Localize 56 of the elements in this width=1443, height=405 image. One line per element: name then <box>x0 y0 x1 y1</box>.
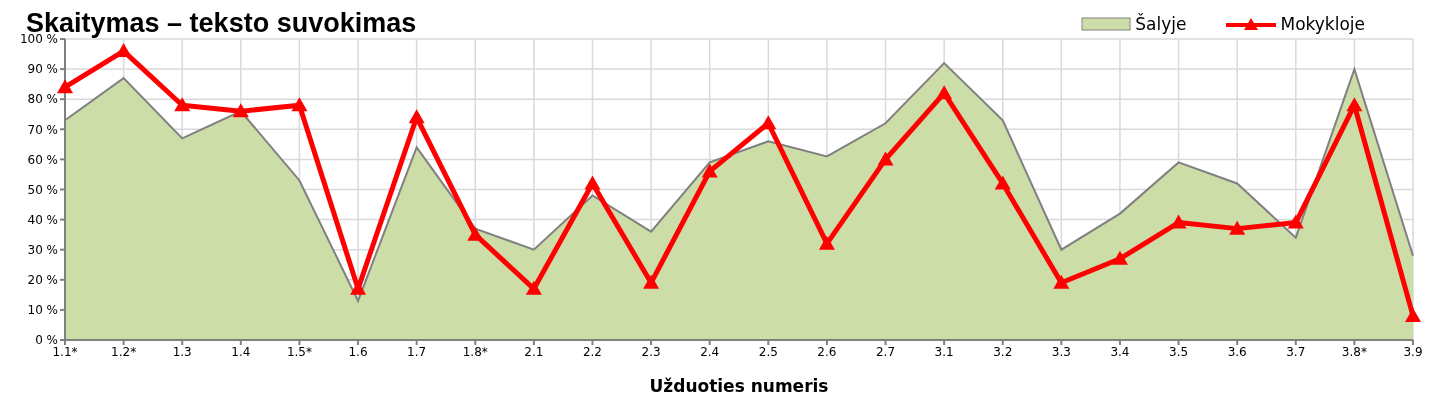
x-tick-label: 1.4 <box>231 344 251 359</box>
point <box>408 109 425 124</box>
legend-label: Šalyje <box>1135 14 1187 34</box>
x-tick-label: 2.7 <box>875 344 896 359</box>
x-tick-label: 1.7 <box>407 344 427 359</box>
point <box>584 175 601 190</box>
point <box>701 163 718 178</box>
x-tick-label: 3.5 <box>1169 344 1189 359</box>
x-tick-label: 2.5 <box>758 344 778 359</box>
y-tick-label: 70 % <box>27 122 58 137</box>
x-tick-label: 3.9 <box>1403 344 1423 359</box>
point <box>232 103 249 118</box>
point <box>291 97 308 112</box>
x-tick-label: 1.5* <box>286 344 312 359</box>
point <box>1053 274 1070 289</box>
y-tick-label: 30 % <box>27 242 58 257</box>
y-tick-label: 40 % <box>27 212 58 227</box>
x-tick-label: 3.1 <box>934 344 954 359</box>
point <box>1405 307 1421 322</box>
x-tick-label: 2.2 <box>582 344 603 359</box>
y-tick-label: 90 % <box>27 62 58 77</box>
point <box>818 235 835 250</box>
point <box>1287 214 1304 229</box>
point <box>877 151 894 166</box>
point <box>760 115 777 130</box>
point <box>467 226 484 241</box>
point <box>994 175 1011 190</box>
x-tick-label: 3.4 <box>1110 344 1130 359</box>
y-tick-label: 20 % <box>27 273 58 288</box>
x-tick-label: 2.6 <box>817 344 837 359</box>
point <box>936 85 953 100</box>
y-tick-label: 60 % <box>27 152 58 167</box>
x-tick-label: 1.2* <box>111 344 137 359</box>
point <box>643 274 660 289</box>
point <box>1111 250 1128 265</box>
x-tick-label: 2.4 <box>700 344 720 359</box>
x-tick-label: 1.3 <box>172 344 192 359</box>
x-tick-label: 3.7 <box>1286 344 1306 359</box>
x-tick-label: 2.3 <box>641 344 661 359</box>
point <box>1346 97 1363 112</box>
point <box>525 280 542 295</box>
x-tick-label: 1.6 <box>348 344 368 359</box>
x-tick-label: 3.6 <box>1227 344 1247 359</box>
point <box>57 79 73 94</box>
point <box>1229 220 1246 235</box>
x-tick-label: 3.2 <box>993 344 1013 359</box>
x-tick-label: 1.8* <box>462 344 488 359</box>
x-tick-label: 3.8* <box>1341 344 1367 359</box>
x-tick-label: 2.1 <box>524 344 544 359</box>
x-tick-label: 3.3 <box>1051 344 1071 359</box>
y-tick-label: 10 % <box>27 303 58 318</box>
legend-label: Mokykloje <box>1280 14 1365 34</box>
y-tick-label: 50 % <box>27 182 58 197</box>
point <box>174 97 191 112</box>
y-tick-label: 80 % <box>27 92 58 107</box>
x-axis-title: Užduoties numeris <box>649 376 829 396</box>
